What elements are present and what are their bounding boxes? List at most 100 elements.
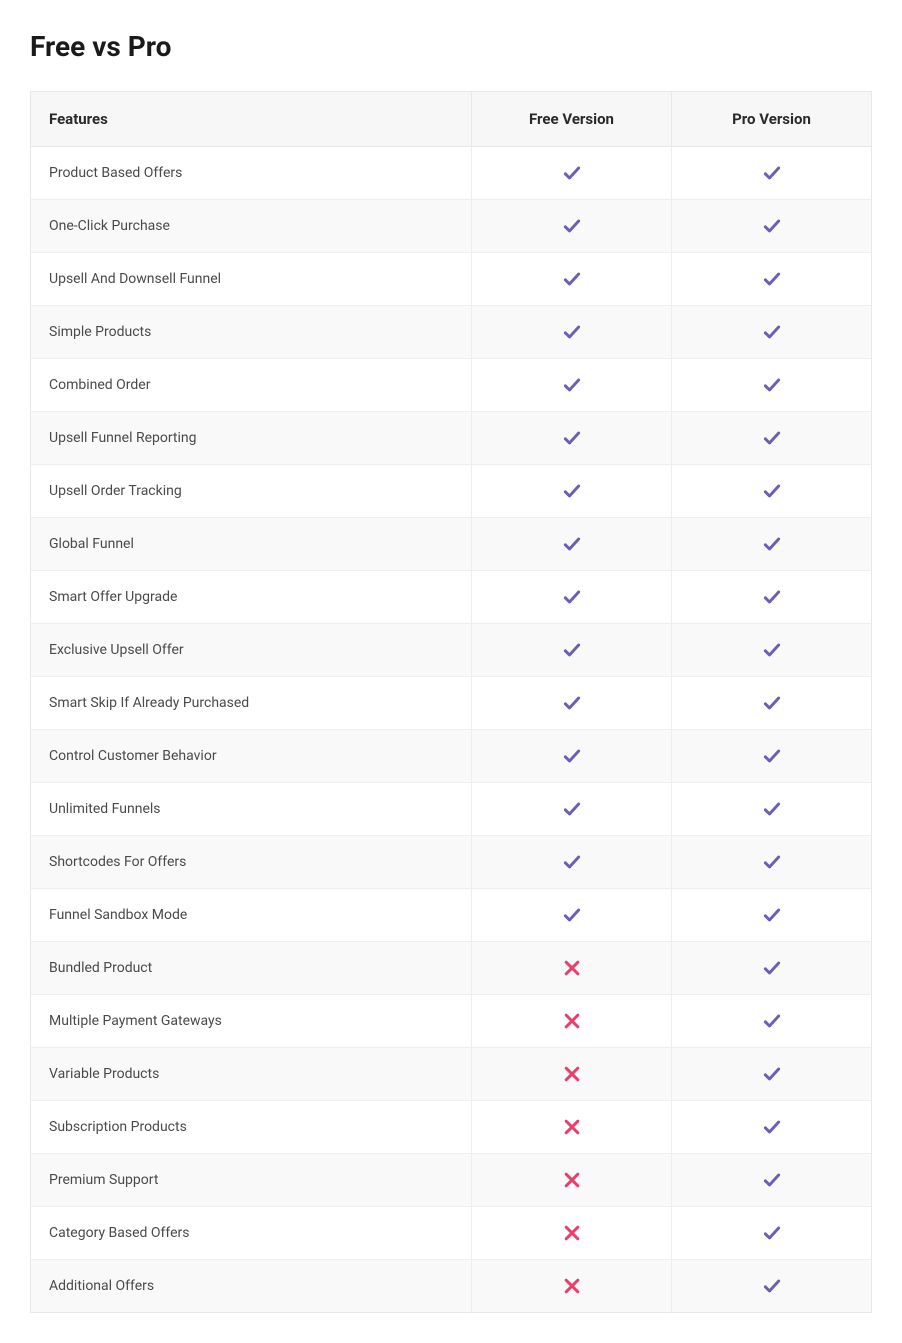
check-icon bbox=[762, 483, 782, 499]
free-cell bbox=[472, 995, 672, 1048]
check-icon bbox=[762, 430, 782, 446]
pro-cell bbox=[672, 571, 872, 624]
free-cell bbox=[472, 624, 672, 677]
feature-cell: Exclusive Upsell Offer bbox=[31, 624, 472, 677]
feature-cell: Shortcodes For Offers bbox=[31, 836, 472, 889]
pro-cell bbox=[672, 465, 872, 518]
cross-icon bbox=[562, 1013, 582, 1029]
check-icon bbox=[762, 1066, 782, 1082]
table-row: Upsell And Downsell Funnel bbox=[31, 253, 872, 306]
table-body: Product Based OffersOne-Click PurchaseUp… bbox=[31, 147, 872, 1313]
free-cell bbox=[472, 783, 672, 836]
check-icon bbox=[562, 801, 582, 817]
free-cell bbox=[472, 359, 672, 412]
pro-cell bbox=[672, 1101, 872, 1154]
feature-cell: Smart Offer Upgrade bbox=[31, 571, 472, 624]
table-row: Bundled Product bbox=[31, 942, 872, 995]
check-icon bbox=[762, 642, 782, 658]
feature-cell: Smart Skip If Already Purchased bbox=[31, 677, 472, 730]
check-icon bbox=[562, 589, 582, 605]
free-cell bbox=[472, 1260, 672, 1313]
check-icon bbox=[562, 377, 582, 393]
check-icon bbox=[762, 324, 782, 340]
pro-cell bbox=[672, 1207, 872, 1260]
feature-cell: Upsell Funnel Reporting bbox=[31, 412, 472, 465]
table-row: Funnel Sandbox Mode bbox=[31, 889, 872, 942]
table-header-row: Features Free Version Pro Version bbox=[31, 92, 872, 147]
check-icon bbox=[562, 324, 582, 340]
feature-cell: One-Click Purchase bbox=[31, 200, 472, 253]
check-icon bbox=[562, 218, 582, 234]
table-row: Product Based Offers bbox=[31, 147, 872, 200]
feature-cell: Upsell Order Tracking bbox=[31, 465, 472, 518]
check-icon bbox=[762, 801, 782, 817]
cross-icon bbox=[562, 1172, 582, 1188]
free-cell bbox=[472, 147, 672, 200]
pro-cell bbox=[672, 889, 872, 942]
table-row: One-Click Purchase bbox=[31, 200, 872, 253]
free-cell bbox=[472, 730, 672, 783]
free-cell bbox=[472, 677, 672, 730]
table-row: Smart Offer Upgrade bbox=[31, 571, 872, 624]
pro-cell bbox=[672, 200, 872, 253]
table-row: Simple Products bbox=[31, 306, 872, 359]
pro-cell bbox=[672, 995, 872, 1048]
cross-icon bbox=[562, 1278, 582, 1294]
feature-cell: Variable Products bbox=[31, 1048, 472, 1101]
check-icon bbox=[762, 536, 782, 552]
table-row: Exclusive Upsell Offer bbox=[31, 624, 872, 677]
check-icon bbox=[562, 483, 582, 499]
feature-cell: Additional Offers bbox=[31, 1260, 472, 1313]
check-icon bbox=[562, 165, 582, 181]
cross-icon bbox=[562, 960, 582, 976]
pro-cell bbox=[672, 730, 872, 783]
check-icon bbox=[762, 960, 782, 976]
check-icon bbox=[562, 536, 582, 552]
table-row: Global Funnel bbox=[31, 518, 872, 571]
table-row: Upsell Funnel Reporting bbox=[31, 412, 872, 465]
free-cell bbox=[472, 1207, 672, 1260]
pro-cell bbox=[672, 147, 872, 200]
feature-cell: Unlimited Funnels bbox=[31, 783, 472, 836]
free-cell bbox=[472, 465, 672, 518]
free-cell bbox=[472, 1154, 672, 1207]
check-icon bbox=[762, 907, 782, 923]
check-icon bbox=[562, 854, 582, 870]
check-icon bbox=[762, 165, 782, 181]
pro-cell bbox=[672, 518, 872, 571]
check-icon bbox=[562, 695, 582, 711]
free-cell bbox=[472, 836, 672, 889]
free-cell bbox=[472, 571, 672, 624]
feature-cell: Upsell And Downsell Funnel bbox=[31, 253, 472, 306]
check-icon bbox=[762, 589, 782, 605]
feature-cell: Product Based Offers bbox=[31, 147, 472, 200]
table-row: Control Customer Behavior bbox=[31, 730, 872, 783]
feature-cell: Control Customer Behavior bbox=[31, 730, 472, 783]
check-icon bbox=[562, 642, 582, 658]
check-icon bbox=[562, 430, 582, 446]
col-header-pro: Pro Version bbox=[672, 92, 872, 147]
pro-cell bbox=[672, 1260, 872, 1313]
pro-cell bbox=[672, 253, 872, 306]
check-icon bbox=[762, 1225, 782, 1241]
table-row: Premium Support bbox=[31, 1154, 872, 1207]
table-row: Category Based Offers bbox=[31, 1207, 872, 1260]
feature-cell: Global Funnel bbox=[31, 518, 472, 571]
cross-icon bbox=[562, 1225, 582, 1241]
feature-cell: Bundled Product bbox=[31, 942, 472, 995]
pro-cell bbox=[672, 1048, 872, 1101]
check-icon bbox=[562, 271, 582, 287]
table-row: Additional Offers bbox=[31, 1260, 872, 1313]
free-cell bbox=[472, 253, 672, 306]
free-cell bbox=[472, 518, 672, 571]
feature-cell: Funnel Sandbox Mode bbox=[31, 889, 472, 942]
col-header-free: Free Version bbox=[472, 92, 672, 147]
pro-cell bbox=[672, 1154, 872, 1207]
feature-cell: Multiple Payment Gateways bbox=[31, 995, 472, 1048]
table-row: Unlimited Funnels bbox=[31, 783, 872, 836]
table-row: Smart Skip If Already Purchased bbox=[31, 677, 872, 730]
free-cell bbox=[472, 1101, 672, 1154]
check-icon bbox=[562, 907, 582, 923]
feature-cell: Simple Products bbox=[31, 306, 472, 359]
pro-cell bbox=[672, 306, 872, 359]
